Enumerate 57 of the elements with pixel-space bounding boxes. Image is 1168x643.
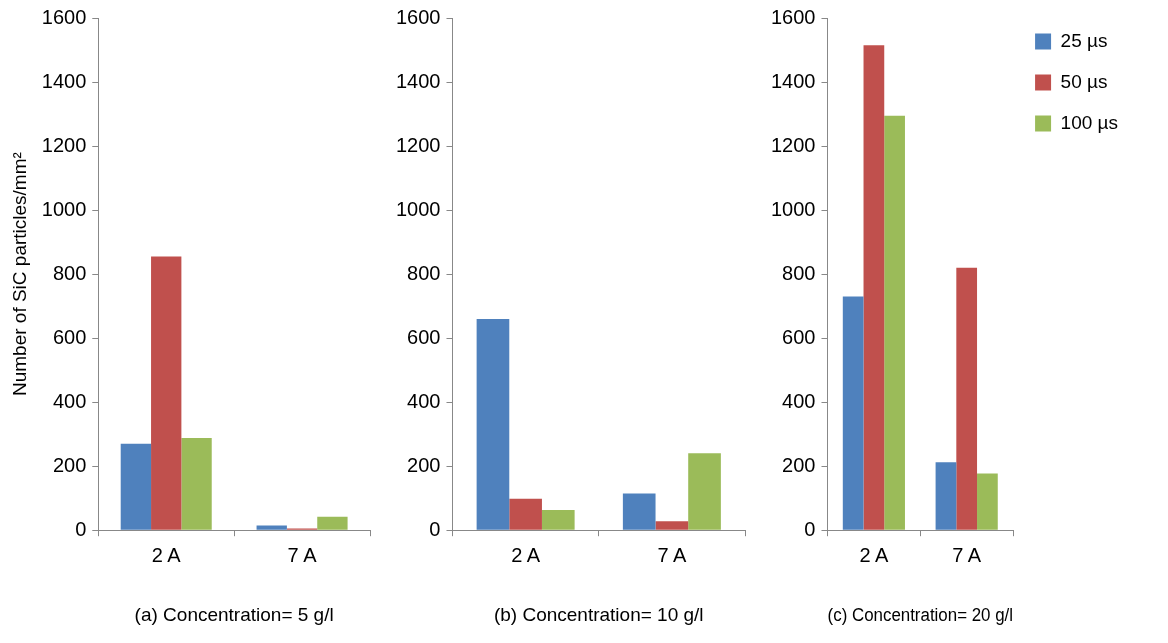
bar [120,443,152,530]
bar [956,267,978,530]
y-tick-label: 800 [52,261,87,284]
bar [863,45,885,530]
legend-label: 50 µs [1060,70,1108,92]
y-tick-label: 1000 [41,197,87,220]
y-axis-title: Number of SiC particles/mm² [8,152,30,397]
y-tick-label: 0 [804,517,816,540]
bar [181,438,212,530]
y-tick-label: 200 [407,453,441,476]
bar [541,510,575,530]
y-tick-label: 1000 [770,197,816,220]
y-tick-label: 200 [782,453,816,476]
y-tick-label: 1400 [41,69,87,92]
bar [317,516,348,530]
y-tick-label: 1600 [395,5,441,28]
x-tick-label: 2 A [151,543,182,566]
bar [842,296,864,530]
x-axis-title: (c) Concentration= 20 g/l [827,603,1013,626]
y-tick-label: 600 [52,325,87,348]
y-tick-label: 200 [52,453,87,476]
bar [884,115,905,530]
y-tick-label: 1400 [770,69,816,92]
y-tick-label: 1200 [41,133,87,156]
x-tick-label: 2 A [511,543,541,566]
legend-label: 25 µs [1060,29,1108,51]
y-tick-label: 1600 [41,5,87,28]
bar [935,462,957,530]
y-tick-label: 0 [429,517,441,540]
y-tick-label: 1000 [395,197,441,220]
y-tick-label: 0 [75,517,87,540]
x-tick-label: 2 A [859,543,889,566]
x-tick-label: 7 A [952,543,982,566]
y-tick-label: 600 [782,325,816,348]
bar [256,525,287,530]
y-tick-label: 400 [407,389,441,412]
y-tick-label: 800 [407,261,441,284]
bar [476,318,510,530]
y-tick-label: 1400 [395,69,441,92]
y-tick-label: 800 [782,261,816,284]
y-tick-label: 400 [52,389,87,412]
y-tick-label: 1200 [770,133,816,156]
bar [151,256,182,530]
bar [509,498,542,530]
bar [655,521,689,530]
x-axis-title: (b) Concentration= 10 g/l [493,603,704,625]
x-tick-label: 7 A [657,543,687,566]
y-tick-label: 1600 [770,5,816,28]
x-tick-label: 7 A [287,543,318,566]
bar [622,493,656,530]
x-axis-title: (a) Concentration= 5 g/l [134,603,334,625]
bar [977,473,998,530]
legend-label: 100 µs [1060,111,1119,133]
bar [688,453,721,530]
y-tick-label: 1200 [395,133,441,156]
y-tick-label: 400 [782,389,816,412]
y-tick-label: 600 [407,325,441,348]
